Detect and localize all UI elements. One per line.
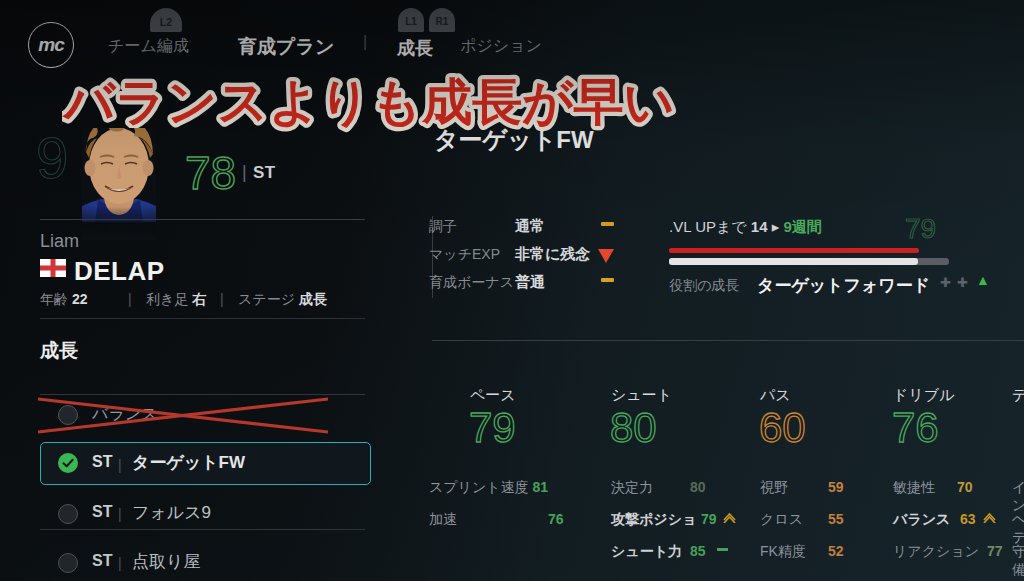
svg-text:バランスよりも成長が早い: バランスよりも成長が早い	[62, 74, 675, 130]
